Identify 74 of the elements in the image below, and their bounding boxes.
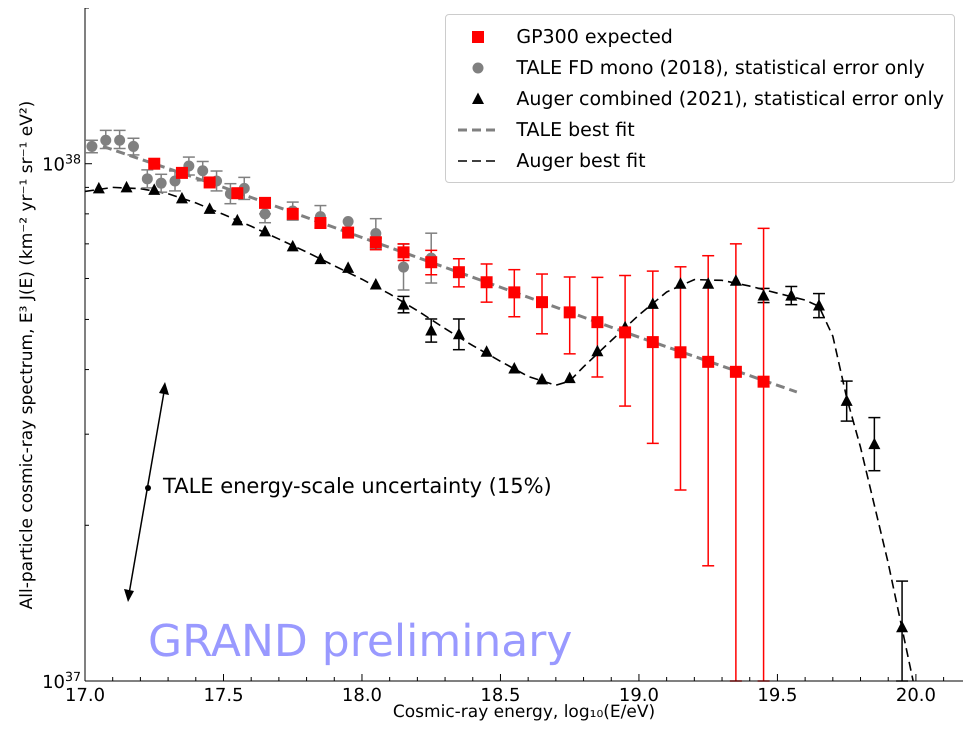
point — [896, 620, 908, 632]
point — [176, 192, 188, 204]
point — [398, 262, 410, 273]
point — [314, 217, 326, 230]
y-tick-label: 10$^{38}$ — [42, 151, 81, 176]
point — [92, 182, 105, 194]
point — [536, 372, 548, 384]
point — [398, 298, 410, 310]
point — [176, 166, 188, 179]
point — [114, 134, 126, 146]
point — [702, 356, 714, 368]
point — [674, 346, 686, 358]
point — [156, 178, 167, 189]
x-tick-label: 18.0 — [342, 685, 382, 706]
point — [231, 187, 244, 200]
legend-label: Auger best fit — [516, 150, 646, 172]
point — [314, 252, 326, 264]
x-tick-label: 19.5 — [757, 685, 798, 706]
y-axis-title: All-particle cosmic-ray spectrum, E³ J(E) (km⁻² yr⁻¹ sr⁻¹ eV²) — [17, 100, 38, 612]
point — [840, 394, 853, 406]
point — [197, 165, 208, 176]
point — [398, 246, 410, 258]
point — [128, 140, 139, 152]
point — [702, 277, 714, 289]
x-tick-label: 20.0 — [896, 685, 936, 706]
point — [730, 366, 742, 378]
point — [86, 140, 98, 152]
point — [868, 438, 880, 450]
legend-label: TALE best fit — [516, 118, 635, 140]
point — [785, 289, 798, 301]
point — [564, 372, 576, 384]
point — [758, 289, 770, 301]
point — [100, 134, 112, 146]
point — [231, 214, 244, 226]
point — [148, 183, 160, 195]
point — [148, 158, 160, 170]
point — [142, 173, 153, 184]
point — [730, 274, 742, 286]
point — [286, 240, 299, 252]
annotation: GRAND preliminary — [148, 616, 572, 667]
point — [120, 180, 133, 192]
legend-label: TALE FD mono (2018), statistical error only — [516, 56, 925, 78]
point — [425, 324, 438, 336]
point — [425, 256, 438, 268]
point — [508, 286, 520, 298]
point — [591, 344, 604, 356]
point — [480, 345, 493, 357]
point — [646, 336, 659, 348]
point — [259, 224, 272, 236]
point — [259, 196, 272, 209]
point — [480, 276, 493, 288]
point — [342, 216, 354, 228]
point — [260, 208, 271, 220]
legend-label: GP300 expected — [516, 26, 673, 48]
point — [508, 362, 520, 374]
point — [452, 328, 465, 340]
x-tick-label: 17.5 — [203, 685, 244, 706]
point — [370, 278, 382, 290]
point — [758, 376, 770, 388]
point — [536, 296, 548, 308]
point — [591, 316, 604, 328]
point — [286, 208, 299, 220]
point — [619, 326, 632, 338]
annotation: TALE energy-scale uncertainty (15%) — [163, 474, 552, 498]
point — [342, 226, 354, 239]
point — [564, 306, 576, 318]
point — [342, 261, 354, 273]
legend-label: Auger combined (2021), statistical error only — [516, 88, 944, 110]
point — [204, 176, 216, 188]
point — [452, 266, 465, 278]
point — [204, 202, 216, 214]
point — [646, 297, 659, 309]
point — [674, 277, 686, 289]
point — [812, 299, 825, 310]
